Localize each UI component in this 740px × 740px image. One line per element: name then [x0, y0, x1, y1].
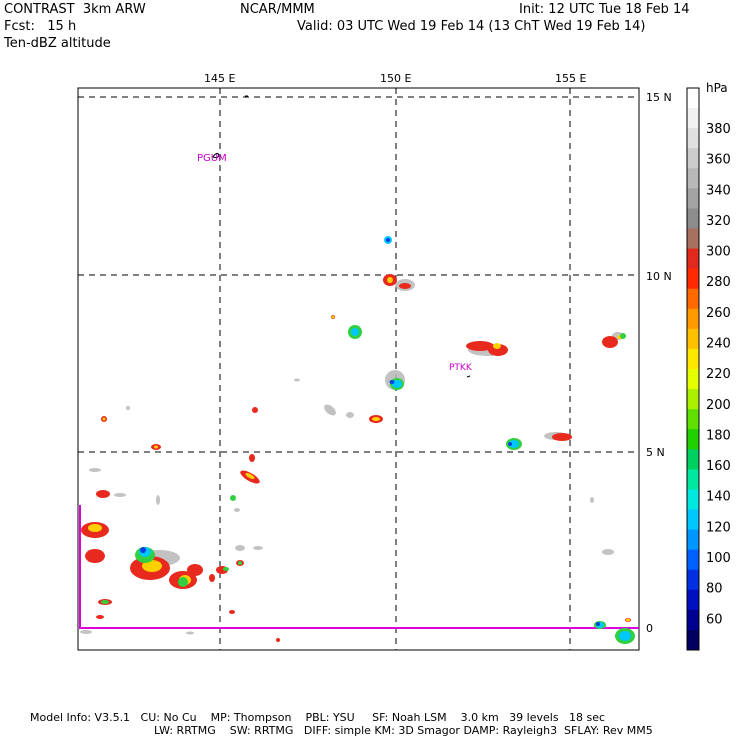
header-field-name: Ten-dBZ altitude [4, 36, 111, 51]
colorbar-swatch [687, 489, 699, 510]
colorbar-swatch [687, 629, 699, 651]
colorbar-swatch [687, 469, 699, 490]
colorbar-swatch [687, 228, 699, 250]
header-valid-time: Valid: 03 UTC Wed 19 Feb 14 (13 ChT Wed … [297, 19, 646, 34]
header-source: NCAR/MMM [240, 2, 315, 17]
colorbar-swatch [687, 308, 699, 330]
colorbar-swatch [687, 429, 699, 450]
colorbar-swatches [687, 88, 699, 651]
colorbar-tick-label: 200 [706, 398, 731, 413]
map-frame [77, 87, 640, 651]
colorbar-tick-label: 360 [706, 153, 731, 168]
colorbar-swatch [687, 348, 699, 370]
footer-model-info: Model Info: V3.5.1 CU: No Cu MP: Thompso… [30, 711, 606, 724]
colorbar-swatch [687, 208, 699, 229]
colorbar-swatch [687, 449, 699, 470]
lat-label-0: 0 [646, 622, 653, 635]
colorbar-swatch [687, 88, 699, 109]
lat-label-15n: 15 N [646, 91, 672, 104]
lon-label-150e: 150 E [380, 72, 411, 85]
colorbar-swatch [687, 609, 699, 631]
domain-boundary [79, 505, 639, 629]
colorbar-tick-label: 340 [706, 183, 731, 198]
colorbar-swatch [687, 369, 699, 390]
colorbar-tick-label: 320 [706, 214, 731, 229]
lat-label-10n: 10 N [646, 270, 672, 283]
colorbar-tick-label: 280 [706, 275, 731, 290]
colorbar-swatch [687, 248, 699, 270]
colorbar-swatch [687, 529, 699, 551]
colorbar-tick-label: 180 [706, 428, 731, 443]
footer-physics-info: LW: RRTMG SW: RRTMG DIFF: simple KM: 3D … [154, 724, 653, 737]
lat-lon-grid [78, 88, 639, 650]
colorbar-swatch [687, 268, 699, 290]
colorbar-tick-label: 220 [706, 367, 731, 382]
colorbar-swatch [687, 549, 699, 571]
colorbar-swatch [687, 128, 699, 149]
chuuk-coastline [466, 375, 471, 378]
colorbar-swatch [687, 148, 699, 169]
colorbar-swatch [687, 589, 699, 611]
station-label-pgum: PGUM [197, 153, 227, 164]
colorbar-frame [686, 87, 700, 651]
colorbar-swatch [687, 409, 699, 430]
header-init-time: Init: 12 UTC Tue 18 Feb 14 [519, 2, 690, 17]
lat-label-5n: 5 N [646, 446, 665, 459]
colorbar-tick-label: 140 [706, 490, 731, 505]
colorbar-swatch [687, 569, 699, 591]
colorbar-tick-label: 260 [706, 306, 731, 321]
echo-cells [80, 236, 635, 644]
colorbar-swatch [687, 509, 699, 531]
colorbar-unit: hPa [706, 81, 728, 95]
colorbar-tick-label: 240 [706, 337, 731, 352]
header-model-title: CONTRAST 3km ARW [4, 2, 146, 17]
colorbar-tick-label: 80 [706, 582, 723, 597]
colorbar-swatch [687, 168, 699, 189]
colorbar-swatch [687, 188, 699, 209]
lon-label-155e: 155 E [555, 72, 586, 85]
colorbar-swatch [687, 328, 699, 350]
colorbar-labels: 380 360 340 320 300 280 260 240 220 200 180 160 140 1… [706, 122, 731, 627]
colorbar-swatch [687, 288, 699, 310]
guam-coastline [212, 152, 220, 159]
colorbar-tick-label: 380 [706, 122, 731, 137]
colorbar-tick-label: 100 [706, 551, 731, 566]
colorbar-tick-label: 160 [706, 459, 731, 474]
colorbar-tick-label: 120 [706, 520, 731, 535]
colorbar-tick-label: 60 [706, 612, 723, 627]
station-label-ptkk: PTKK [449, 363, 473, 373]
header-forecast-hour: Fcst: 15 h [4, 19, 77, 34]
colorbar-tick-label: 300 [706, 245, 731, 260]
colorbar-swatch [687, 108, 699, 129]
colorbar-swatch [687, 389, 699, 410]
lon-label-145e: 145 E [204, 72, 235, 85]
